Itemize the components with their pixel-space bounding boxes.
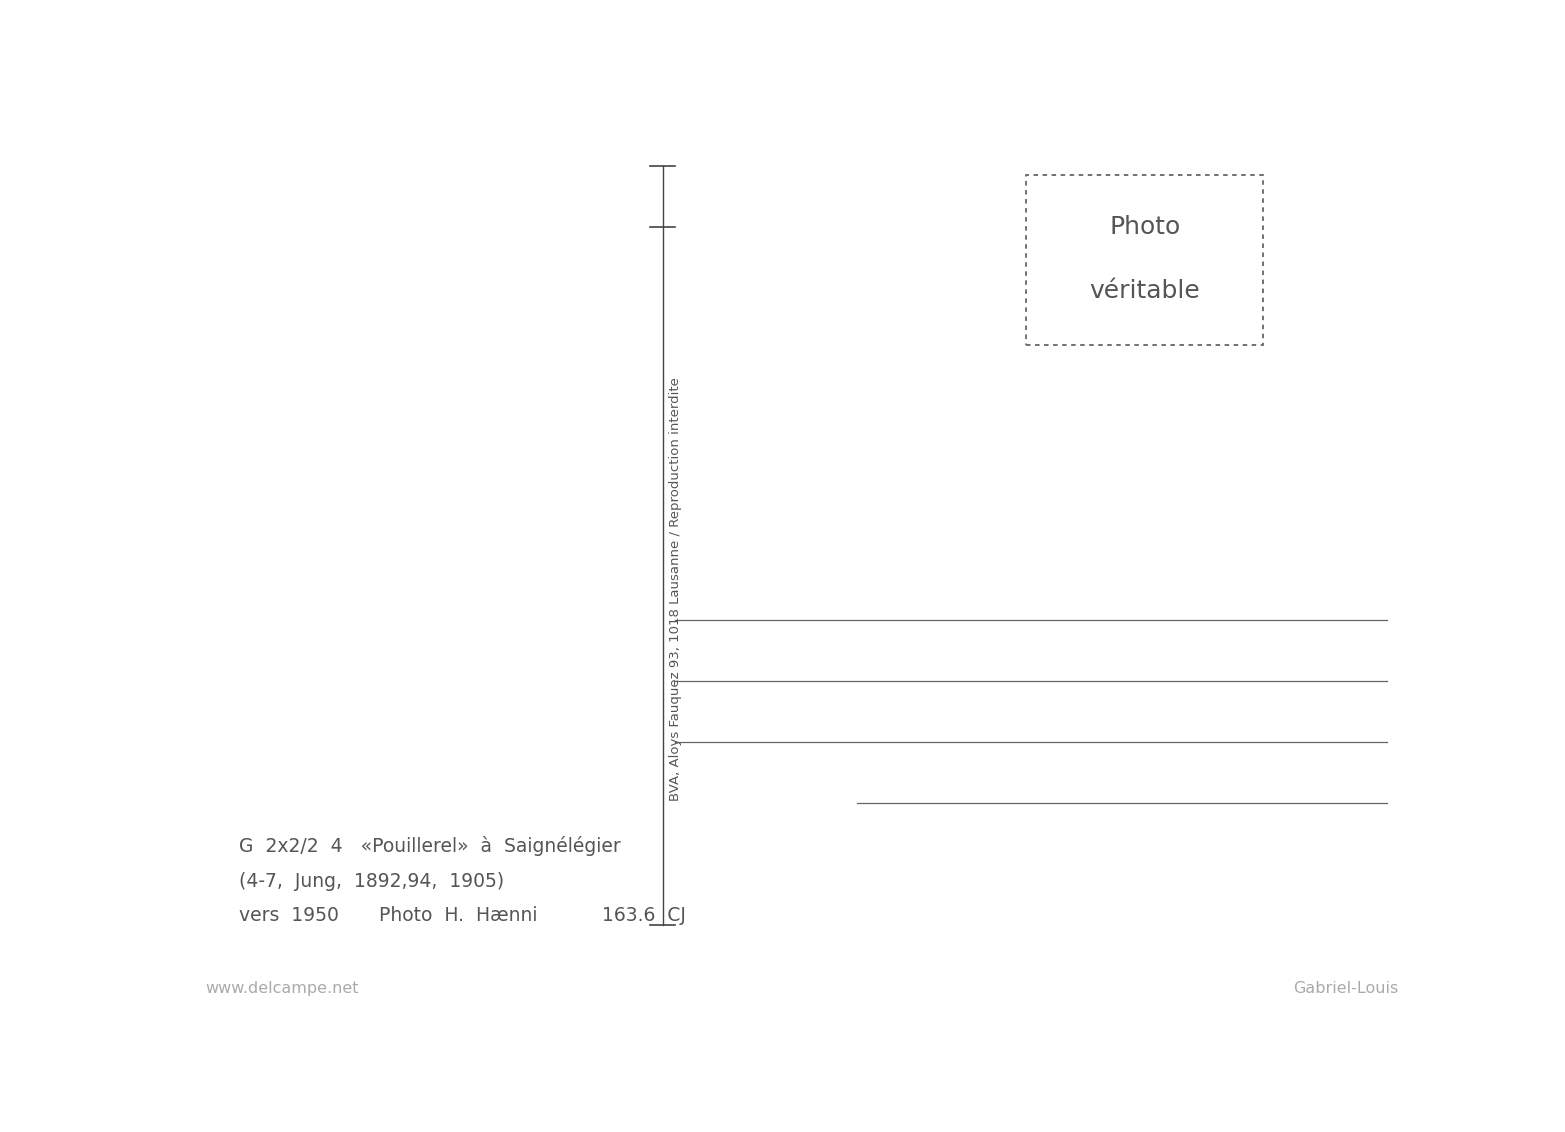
Text: BVA, Aloys Fauquez 93, 1018 Lausanne / Reproduction interdite: BVA, Aloys Fauquez 93, 1018 Lausanne / R…	[670, 377, 682, 801]
Text: Photo  H.  Hænni: Photo H. Hænni	[379, 907, 537, 926]
Text: vers  1950: vers 1950	[239, 907, 340, 926]
Text: (4-7,  Jung,  1892,94,  1905): (4-7, Jung, 1892,94, 1905)	[239, 872, 504, 891]
Text: véritable: véritable	[1089, 278, 1200, 302]
Text: Photo: Photo	[1110, 215, 1180, 239]
Text: G  2x2/2  4   «Pouillerel»  à  Saignélégier: G 2x2/2 4 «Pouillerel» à Saignélégier	[239, 837, 621, 856]
Text: www.delcampe.net: www.delcampe.net	[205, 980, 358, 996]
Text: Gabriel-Louis: Gabriel-Louis	[1294, 980, 1399, 996]
FancyBboxPatch shape	[1027, 175, 1263, 345]
Text: 163.6  CJ: 163.6 CJ	[603, 907, 685, 926]
